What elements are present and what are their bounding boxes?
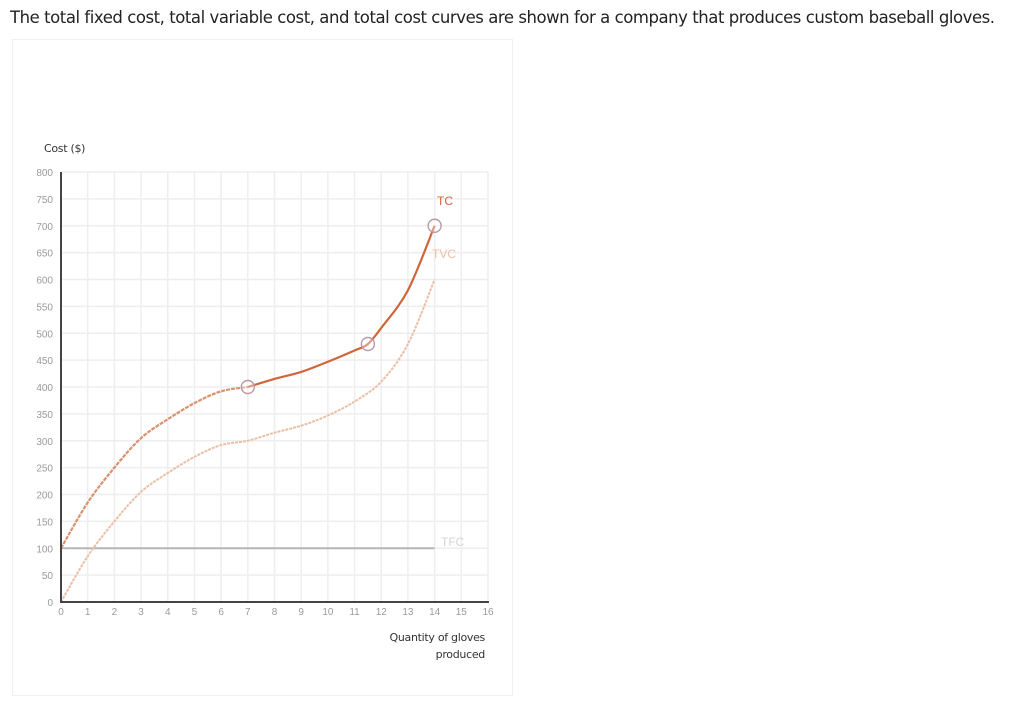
y-tick-label: 800 (36, 168, 53, 179)
x-tick-label: 14 (429, 607, 441, 618)
question-text: The total fixed cost, total variable cos… (10, 8, 995, 27)
tfc-label: TFC (441, 535, 465, 549)
y-tick-label: 0 (47, 598, 53, 609)
x-tick-label: 13 (402, 607, 414, 618)
point-marker[interactable] (240, 379, 256, 395)
tvc-label: TVC (432, 247, 456, 261)
y-tick-label: 300 (36, 437, 53, 448)
x-tick-label: 16 (482, 607, 494, 618)
x-tick-label: 11 (349, 607, 360, 618)
point-marker[interactable] (360, 336, 376, 352)
y-axis-ticks: 0 50 100 150 200 250 300 350 400 450 500 550 600 650 7… (36, 168, 53, 609)
y-tick-label: 700 (36, 222, 53, 233)
y-tick-label: 150 (36, 517, 53, 528)
y-tick-label: 750 (36, 195, 53, 206)
y-tick-label: 100 (36, 544, 53, 555)
x-tick-label: 7 (245, 607, 251, 618)
x-tick-label: 2 (112, 607, 118, 618)
x-tick-label: 12 (376, 607, 388, 618)
y-tick-label: 250 (36, 464, 53, 475)
chart-panel (12, 39, 513, 696)
grid-lines (61, 171, 489, 602)
curves (60, 225, 436, 603)
y-tick-label: 550 (36, 302, 53, 313)
y-tick-label: 400 (36, 383, 53, 394)
tc-curve (247, 225, 436, 389)
x-tick-label: 15 (456, 607, 468, 618)
y-tick-label: 50 (42, 571, 54, 582)
x-axis-ticks: 0 1 2 3 4 5 6 7 8 9 10 11 12 13 14 15 16 (58, 607, 494, 618)
y-axis-title: Cost ($) (44, 142, 86, 155)
x-tick-label: 10 (322, 607, 334, 618)
tvc-curve (60, 279, 436, 603)
x-tick-label: 6 (218, 607, 224, 618)
y-tick-label: 350 (36, 410, 53, 421)
y-tick-label: 600 (36, 276, 53, 287)
x-tick-label: 5 (192, 607, 198, 618)
y-tick-label: 650 (36, 249, 53, 260)
x-axis-title: Quantity of gloves produced (389, 631, 485, 661)
x-tick-label: 3 (138, 607, 144, 618)
y-tick-label: 450 (36, 356, 53, 367)
y-tick-label: 500 (36, 329, 53, 340)
point-markers (240, 218, 442, 395)
tc-curve-rising (60, 385, 248, 549)
tc-label: TC (437, 194, 453, 208)
x-tick-label: 9 (298, 607, 304, 618)
x-tick-label: 4 (165, 607, 171, 618)
x-tick-label: 0 (58, 607, 64, 618)
x-tick-label: 1 (85, 607, 91, 618)
x-tick-label: 8 (272, 607, 278, 618)
point-marker[interactable] (427, 218, 442, 233)
y-tick-label: 200 (36, 491, 53, 502)
